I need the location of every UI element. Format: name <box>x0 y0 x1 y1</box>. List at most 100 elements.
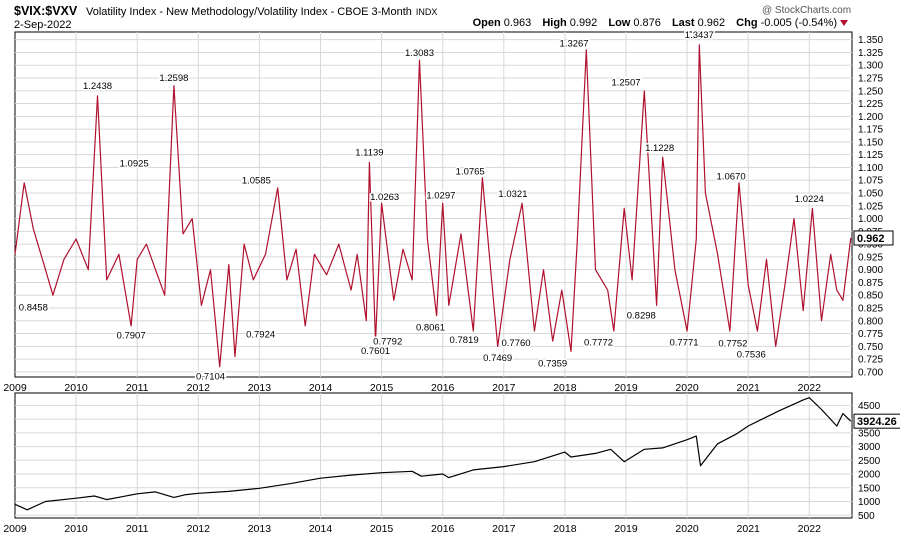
chg-value: -0.005 (-0.54%) <box>760 17 837 29</box>
ratio-ytick-label: 1.075 <box>858 176 883 187</box>
ratio-last-value-label: 0.962 <box>857 233 885 245</box>
ratio-frame <box>14 31 853 378</box>
ratio-ytick-label: 0.925 <box>858 252 883 263</box>
peak-annotation-label: 0.7104 <box>196 372 225 383</box>
ratio-ytick-label: 1.300 <box>858 61 883 72</box>
ratio-xtick-label: 2010 <box>64 382 88 394</box>
ratio-ytick-label: 0.725 <box>858 355 883 366</box>
ratio-ytick-label: 1.275 <box>858 74 883 85</box>
spx-ytick-label: 3500 <box>858 428 881 439</box>
peak-annotation-label: 1.0263 <box>370 192 399 203</box>
chg-label: Chg <box>736 17 758 29</box>
peak-annotation-label: 1.0925 <box>120 158 149 169</box>
peak-annotation-label: 1.3437 <box>685 30 714 41</box>
spx-last-value-label: 3924.26 <box>857 416 897 428</box>
spx-ytick-label: 2000 <box>858 470 881 481</box>
ratio-xtick-label: 2009 <box>3 382 27 394</box>
peak-annotation-label: 0.8458 <box>19 302 48 313</box>
ratio-xtick-label: 2012 <box>187 382 211 394</box>
low-value: 0.876 <box>633 17 661 29</box>
ratio-ytick-label: 1.325 <box>858 48 883 59</box>
peak-annotation-label: 1.0297 <box>426 190 455 201</box>
spx-xtick-label: 2019 <box>614 523 638 534</box>
ratio-series-line <box>14 44 852 368</box>
ratio-xtick-label: 2011 <box>126 382 149 394</box>
peak-annotation-label: 0.7752 <box>718 338 747 349</box>
spx-xtick-label: 2012 <box>187 523 211 534</box>
peak-annotation-label: 0.7771 <box>670 337 699 348</box>
ratio-xtick-label: 2020 <box>675 382 699 394</box>
ratio-xtick-label: 2021 <box>737 382 761 394</box>
ratio-xtick-label: 2016 <box>431 382 455 394</box>
open-value: 0.963 <box>503 17 532 29</box>
ratio-xtick-label: 2022 <box>798 382 822 394</box>
ratio-ytick-label: 1.100 <box>858 163 883 174</box>
spx-xtick-label: 2018 <box>553 523 577 534</box>
peak-annotation-label: 1.0585 <box>242 176 271 187</box>
peak-annotation-label: 0.7792 <box>373 336 402 347</box>
last-label: Last <box>671 17 695 29</box>
spx-xtick-label: 2016 <box>431 523 455 534</box>
ratio-ytick-label: 1.175 <box>858 125 883 136</box>
peak-annotation-label: 1.1228 <box>645 143 674 154</box>
peak-annotation-label: 1.0321 <box>498 189 527 200</box>
spx-ytick-label: 4500 <box>858 401 881 412</box>
spx-ytick-label: 500 <box>858 511 875 522</box>
high-label: High <box>542 17 567 29</box>
open-label: Open <box>472 17 501 29</box>
ratio-ytick-label: 1.125 <box>858 150 883 161</box>
spx-ytick-label: 1500 <box>858 483 881 494</box>
ratio-xtick-label: 2018 <box>553 382 577 394</box>
spx-xtick-label: 2013 <box>248 523 272 534</box>
peak-annotation-label: 0.7359 <box>538 359 567 370</box>
spx-ytick-label: 3000 <box>858 442 881 453</box>
description-text: Volatility Index - New Methodology/Volat… <box>86 6 412 18</box>
spx-xtick-label: 2022 <box>798 523 822 534</box>
exchange-label: INDX <box>415 7 438 17</box>
ratio-ytick-label: 0.900 <box>858 265 883 276</box>
spx-frame <box>14 392 853 519</box>
ratio-ytick-label: 1.150 <box>858 137 883 148</box>
peak-annotation-label: 0.8061 <box>416 323 445 334</box>
copyright: @ StockCharts.com <box>762 5 852 16</box>
spx-ytick-label: 2500 <box>858 456 881 467</box>
spx-panel: 5001000150020002500300035004000450020092… <box>3 392 900 534</box>
peak-annotation-label: 0.7601 <box>361 346 390 357</box>
ratio-ytick-label: 1.250 <box>858 86 883 97</box>
ratio-last-value-box <box>853 230 894 246</box>
low-label: Low <box>608 17 631 29</box>
peak-annotation-label: 1.0765 <box>456 166 485 177</box>
peak-annotation-label: 1.0670 <box>717 171 746 182</box>
peak-annotation-label: 1.3083 <box>405 48 434 59</box>
peak-annotation-label: 0.7819 <box>450 335 479 346</box>
peak-annotation-label: 0.7772 <box>584 337 613 348</box>
ohlc-readout: Open 0.963 High 0.992 Low 0.876 Last 0.962 C… <box>473 17 848 29</box>
ratio-ytick-label: 0.875 <box>858 278 883 289</box>
ratio-xtick-label: 2015 <box>370 382 394 394</box>
ratio-xtick-label: 2013 <box>248 382 272 394</box>
chart-description: Volatility Index - New Methodology/Volat… <box>86 6 437 18</box>
spx-xtick-label: 2011 <box>126 523 149 534</box>
spx-ytick-label: 1000 <box>858 497 881 508</box>
peak-annotation-label: 1.2507 <box>611 77 640 88</box>
ratio-ytick-label: 0.850 <box>858 291 883 302</box>
ratio-ytick-label: 0.825 <box>858 304 883 315</box>
chart-symbol: $VIX:$VXV <box>14 4 78 18</box>
ratio-xtick-label: 2019 <box>614 382 638 394</box>
ratio-ytick-label: 1.225 <box>858 99 883 110</box>
ratio-ytick-label: 1.200 <box>858 112 883 123</box>
ratio-ytick-label: 1.000 <box>858 214 883 225</box>
ratio-xtick-label: 2014 <box>309 382 333 394</box>
spx-xtick-label: 2021 <box>737 523 761 534</box>
peak-annotation-label: 0.7469 <box>483 353 512 364</box>
peak-annotation-label: 0.7536 <box>737 349 766 360</box>
high-value: 0.992 <box>569 17 598 29</box>
spx-xtick-label: 2009 <box>3 523 27 534</box>
spx-xtick-label: 2020 <box>675 523 699 534</box>
ratio-ytick-label: 1.050 <box>858 189 883 200</box>
down-triangle-icon <box>840 20 848 27</box>
chart-date: 2-Sep-2022 <box>14 19 72 31</box>
spx-xtick-label: 2014 <box>309 523 333 534</box>
